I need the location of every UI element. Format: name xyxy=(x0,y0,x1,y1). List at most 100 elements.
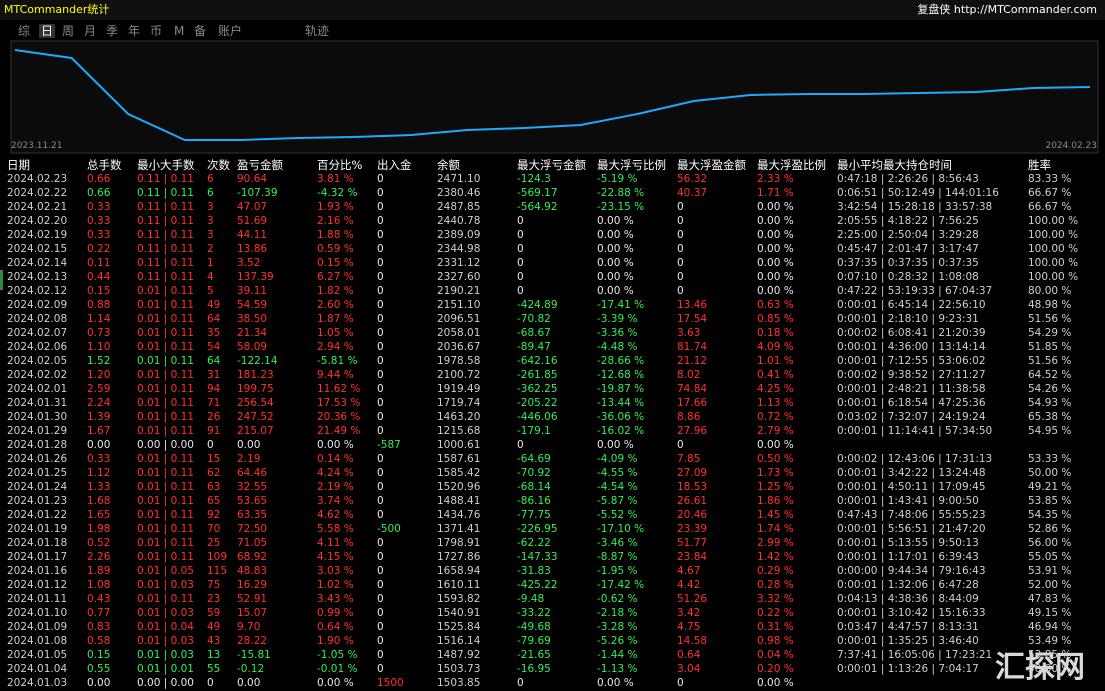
max-float-loss-pct: 0.00 % xyxy=(597,285,634,297)
profit: 2.19 xyxy=(237,453,261,465)
in-out: -500 xyxy=(377,523,401,535)
max-float-profit: 40.37 xyxy=(677,187,708,199)
profit: 9.70 xyxy=(237,621,261,633)
in-out: 0 xyxy=(377,621,384,633)
tab[interactable]: 月 xyxy=(84,24,97,38)
max-float-profit: 0 xyxy=(677,271,684,283)
tab[interactable]: 币 xyxy=(150,24,163,38)
max-float-loss-pct: -12.68 % xyxy=(597,369,645,381)
min-max-lots: 0.01 | 0.11 xyxy=(137,397,194,409)
tab[interactable]: M xyxy=(174,24,185,38)
min-max-lots: 0.01 | 0.11 xyxy=(137,313,194,325)
site-link[interactable]: 复盘侠 http://MTCommander.com xyxy=(917,3,1097,16)
max-float-profit-pct: 1.74 % xyxy=(757,523,794,535)
min-max-lots: 0.11 | 0.11 xyxy=(137,173,194,185)
max-float-profit: 4.67 xyxy=(677,565,701,577)
hold-time: 0:00:01 | 3:42:22 | 13:24:48 xyxy=(837,467,986,479)
tab[interactable]: 季 xyxy=(106,24,119,38)
balance: 2380.46 xyxy=(437,187,481,199)
hold-time: 0:00:01 | 11:14:41 | 57:34:50 xyxy=(837,425,993,437)
max-float-loss: -226.95 xyxy=(517,523,558,535)
in-out: 0 xyxy=(377,369,384,381)
min-max-lots: 0.01 | 0.11 xyxy=(137,425,194,437)
hold-time: 0:00:01 | 4:50:11 | 17:09:45 xyxy=(837,481,986,493)
balance: 2440.78 xyxy=(437,215,481,227)
max-float-loss: -49.68 xyxy=(517,621,551,633)
tab[interactable]: 综 xyxy=(18,24,31,38)
max-float-loss: -68.67 xyxy=(517,327,551,339)
profit: 71.05 xyxy=(237,537,268,549)
max-float-loss-pct: -23.15 % xyxy=(597,201,645,213)
min-max-lots: 0.01 | 0.11 xyxy=(137,369,194,381)
profit: 13.86 xyxy=(237,243,268,255)
profit: 52.91 xyxy=(237,593,268,605)
max-float-profit-pct: 0.20 % xyxy=(757,663,794,675)
in-out: 0 xyxy=(377,509,384,521)
max-float-loss: -77.75 xyxy=(517,509,551,521)
percent: 4.15 % xyxy=(317,551,354,563)
balance: 2058.01 xyxy=(437,327,481,339)
max-float-loss-pct: 0.00 % xyxy=(597,439,634,451)
max-float-profit-pct: 0.00 % xyxy=(757,677,794,689)
in-out: 0 xyxy=(377,215,384,227)
max-float-profit: 8.86 xyxy=(677,411,701,423)
min-max-lots: 0.11 | 0.11 xyxy=(137,271,194,283)
max-float-profit: 20.46 xyxy=(677,509,708,521)
tab[interactable]: 备 xyxy=(194,24,207,38)
profit: 54.59 xyxy=(237,299,268,311)
total-lots: 0.33 xyxy=(87,453,111,465)
max-float-profit-pct: 3.32 % xyxy=(757,593,794,605)
tab[interactable]: 账户 xyxy=(218,24,243,38)
tab[interactable]: 轨迹 xyxy=(305,24,330,38)
profit: 21.34 xyxy=(237,327,268,339)
balance: 2487.85 xyxy=(437,201,481,213)
date: 2024.02.15 xyxy=(7,243,68,255)
win-rate: 80.00 % xyxy=(1028,285,1072,297)
in-out: 0 xyxy=(377,187,384,199)
total-lots: 0.33 xyxy=(87,201,111,213)
max-float-profit-pct: 0.31 % xyxy=(757,621,794,633)
count: 13 xyxy=(207,649,221,661)
percent: -5.81 % xyxy=(317,355,358,367)
balance: 2327.60 xyxy=(437,271,481,283)
total-lots: 2.59 xyxy=(87,383,111,395)
max-float-loss: -147.33 xyxy=(517,551,558,563)
min-max-lots: 0.11 | 0.11 xyxy=(137,257,194,269)
max-float-loss-pct: -13.44 % xyxy=(597,397,645,409)
balance: 1503.85 xyxy=(437,677,481,689)
max-float-profit-pct: 0.29 % xyxy=(757,565,794,577)
max-float-profit: 26.61 xyxy=(677,495,708,507)
min-max-lots: 0.01 | 0.11 xyxy=(137,285,194,297)
profit: 53.65 xyxy=(237,495,268,507)
max-float-profit: 51.26 xyxy=(677,593,708,605)
max-float-profit: 3.63 xyxy=(677,327,701,339)
max-float-loss: -62.22 xyxy=(517,537,551,549)
min-max-lots: 0.01 | 0.11 xyxy=(137,551,194,563)
count: 54 xyxy=(207,341,221,353)
win-rate: 50.00 % xyxy=(1028,663,1072,675)
max-float-profit: 7.85 xyxy=(677,453,701,465)
percent: 17.53 % xyxy=(317,397,361,409)
count: 91 xyxy=(207,425,221,437)
max-float-profit: 17.66 xyxy=(677,397,708,409)
count: 49 xyxy=(207,621,221,633)
win-rate: 49.15 % xyxy=(1028,607,1072,619)
profit: 39.11 xyxy=(237,285,268,297)
hold-time: 0:00:01 | 2:18:10 | 9:23:31 xyxy=(837,313,979,325)
max-float-loss-pct: -5.19 % xyxy=(597,173,638,185)
tab[interactable]: 周 xyxy=(62,24,75,38)
percent: 3.74 % xyxy=(317,495,354,507)
count: 35 xyxy=(207,327,221,339)
profit: 181.23 xyxy=(237,369,274,381)
tab[interactable]: 年 xyxy=(128,24,141,38)
tab[interactable]: 日 xyxy=(39,24,56,38)
max-float-profit: 3.04 xyxy=(677,663,701,675)
min-max-lots: 0.01 | 0.03 xyxy=(137,649,194,661)
win-rate: 54.93 % xyxy=(1028,397,1072,409)
profit: 0.00 xyxy=(237,439,261,451)
win-rate: 51.85 % xyxy=(1028,341,1072,353)
in-out: 0 xyxy=(377,201,384,213)
hold-time: 0:45:47 | 2:01:47 | 3:17:47 xyxy=(837,243,979,255)
column-header: 百分比% xyxy=(317,158,363,172)
min-max-lots: 0.01 | 0.11 xyxy=(137,383,194,395)
